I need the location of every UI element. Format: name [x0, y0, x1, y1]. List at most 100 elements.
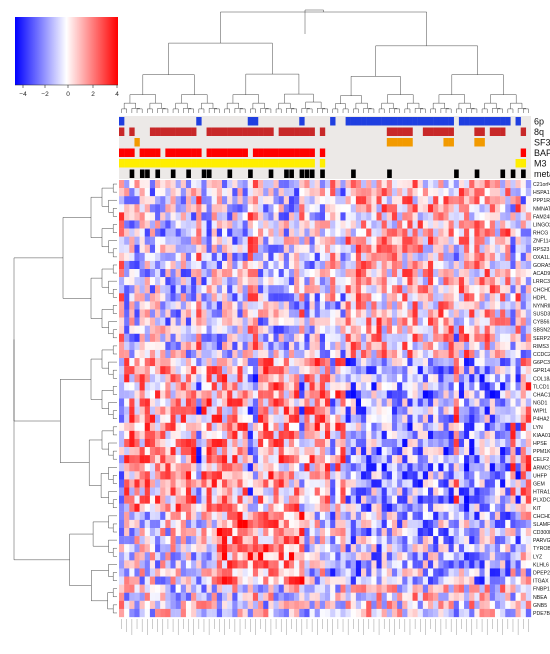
heatmap-cell	[386, 560, 393, 569]
heatmap-cell	[469, 544, 475, 553]
heatmap-cell	[510, 560, 516, 569]
heatmap-cell	[422, 228, 429, 237]
heatmap-cell	[376, 519, 382, 529]
heatmap-cell	[458, 188, 465, 197]
heatmap-cell	[391, 479, 398, 488]
heatmap-cell	[510, 374, 516, 383]
heatmap-cell	[273, 188, 279, 197]
heatmap-cell	[191, 600, 197, 610]
track-mark	[515, 117, 521, 126]
heatmap-cell	[381, 536, 387, 545]
gene-label: NGD1	[533, 401, 548, 407]
heatmap-cell	[155, 592, 161, 601]
heatmap-cell	[258, 552, 264, 561]
heatmap-cell	[484, 479, 490, 488]
heatmap-cell	[469, 374, 475, 383]
heatmap-cell	[206, 277, 212, 286]
heatmap-cell	[319, 309, 326, 318]
heatmap-cell	[294, 358, 300, 367]
track-mark	[119, 127, 125, 136]
heatmap-cell	[185, 438, 192, 448]
heatmap-cell	[211, 430, 217, 440]
heatmap-cell	[304, 374, 310, 383]
heatmap-cell	[325, 228, 331, 237]
heatmap-cell	[428, 430, 434, 440]
heatmap-cell	[515, 592, 521, 601]
heatmap-cell	[520, 422, 526, 432]
heatmap-cell	[288, 341, 295, 351]
heatmap-cell	[283, 576, 290, 585]
heatmap-cell	[412, 511, 418, 521]
heatmap-cell	[268, 592, 274, 601]
heatmap-cell	[319, 455, 326, 464]
heatmap-cell	[489, 455, 496, 464]
heatmap-cell	[330, 228, 336, 237]
heatmap-cell	[242, 511, 248, 521]
gene-label: LYZ	[533, 554, 542, 560]
heatmap-cell	[479, 366, 485, 375]
heatmap-cell	[227, 414, 233, 423]
heatmap-cell	[185, 196, 192, 205]
heatmap-cell	[149, 463, 156, 472]
heatmap-cell	[361, 519, 367, 529]
heatmap-cell	[433, 568, 439, 577]
column-dendrogram-branch	[420, 108, 426, 113]
heatmap-cell	[417, 584, 423, 593]
heatmap-cell	[242, 560, 248, 569]
heatmap-cell	[515, 358, 521, 367]
heatmap-cell	[428, 471, 434, 480]
heatmap-cell	[335, 608, 341, 618]
heatmap-cell	[500, 358, 506, 367]
heatmap-cell	[180, 487, 187, 496]
heatmap-cell	[222, 471, 228, 480]
track-mark	[386, 127, 393, 136]
heatmap-cell	[453, 560, 460, 569]
heatmap-cell	[263, 260, 269, 270]
heatmap-cell	[252, 382, 259, 391]
heatmap-cell	[443, 560, 449, 569]
heatmap-cell	[494, 584, 501, 593]
heatmap-cell	[325, 188, 331, 197]
heatmap-cell	[412, 325, 418, 334]
heatmap-cell	[494, 568, 501, 577]
heatmap-cell	[278, 471, 284, 480]
heatmap-cell	[350, 228, 357, 237]
heatmap-cell	[325, 519, 331, 529]
heatmap-cell	[381, 212, 387, 221]
heatmap-cell	[124, 608, 130, 618]
heatmap-cell	[325, 447, 331, 456]
heatmap-cell	[397, 471, 403, 480]
heatmap-cell	[469, 212, 475, 221]
track-mark	[397, 138, 403, 147]
heatmap-cell	[119, 374, 125, 383]
heatmap-cell	[309, 301, 315, 310]
heatmap-cell	[149, 560, 156, 569]
heatmap-cell	[520, 584, 526, 593]
heatmap-cell	[232, 260, 238, 270]
heatmap-cell	[340, 414, 346, 423]
heatmap-cell	[139, 608, 145, 618]
heatmap-cell	[391, 592, 398, 601]
heatmap-cell	[417, 406, 423, 415]
heatmap-cell	[185, 212, 192, 221]
heatmap-cell	[386, 309, 393, 318]
heatmap-cell	[201, 196, 207, 205]
heatmap-cell	[469, 560, 475, 569]
heatmap-cell	[417, 341, 423, 351]
heatmap-cell	[283, 422, 290, 432]
heatmap-cell	[453, 196, 460, 205]
heatmap-cell	[201, 382, 207, 391]
track-mark	[170, 169, 176, 178]
heatmap-cell	[165, 309, 171, 318]
heatmap-cell	[185, 527, 192, 537]
heatmap-cell	[515, 204, 521, 213]
heatmap-cell	[484, 544, 490, 553]
heatmap-cell	[355, 382, 362, 391]
heatmap-cell	[453, 358, 460, 367]
heatmap-cell	[196, 220, 202, 229]
heatmap-cell	[335, 309, 341, 318]
heatmap-cell	[149, 430, 156, 440]
heatmap-cell	[376, 600, 382, 610]
heatmap-cell	[345, 382, 351, 391]
heatmap-cell	[474, 511, 480, 521]
